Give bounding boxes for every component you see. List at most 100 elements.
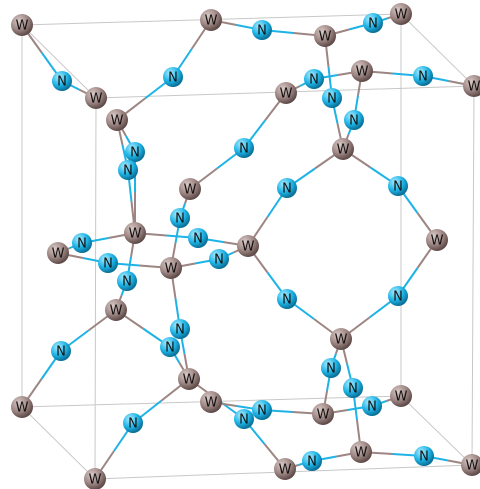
atom-label: N	[393, 290, 403, 305]
atom-label: N	[419, 450, 429, 465]
atom-label: N	[128, 417, 138, 432]
nitrogen-atom	[170, 208, 190, 228]
tungsten-atom	[237, 235, 259, 257]
nitrogen-atom	[52, 71, 72, 91]
nitrogen-atom	[209, 249, 229, 269]
atom-label: N	[309, 73, 319, 88]
tungsten-atom	[275, 82, 297, 104]
nitrogen-atom	[98, 253, 118, 273]
atom-label: N	[168, 71, 178, 86]
nitrogen-atom	[51, 341, 71, 361]
atom-label: W	[165, 262, 178, 277]
atom-label: N	[348, 382, 358, 397]
nitrogen-atom	[188, 228, 208, 248]
atom-label: W	[355, 446, 368, 461]
tungsten-atom	[178, 368, 200, 390]
tungsten-atom	[332, 138, 354, 160]
atom-label: N	[175, 212, 185, 227]
atom-label: N	[165, 341, 175, 356]
atom-label: W	[242, 240, 255, 255]
atom-label: W	[129, 227, 142, 242]
nitrogen-atom	[304, 69, 324, 89]
tungsten-atom	[11, 14, 33, 36]
atom-label: W	[279, 463, 292, 478]
atom-label: N	[239, 142, 249, 157]
nitrogen-atom	[321, 358, 341, 378]
atom-label: W	[337, 143, 350, 158]
tungsten-atom	[312, 403, 334, 425]
atom-label: N	[193, 232, 203, 247]
atom-label: N	[282, 182, 292, 197]
atom-label: N	[307, 455, 317, 470]
atom-label: N	[122, 275, 132, 290]
tungsten-atom	[390, 3, 412, 25]
tungsten-atom	[200, 9, 222, 31]
atom-label: N	[326, 362, 336, 377]
tungsten-atom	[426, 229, 448, 251]
atom-label: N	[57, 75, 67, 90]
nitrogen-atom	[117, 271, 137, 291]
tungsten-atom	[351, 60, 373, 82]
tungsten-atom	[200, 391, 222, 413]
tungsten-atom	[463, 75, 480, 97]
atom-label: N	[349, 114, 359, 129]
nitrogen-atom	[72, 233, 92, 253]
nitrogen-atom	[302, 451, 322, 471]
nitrogen-atom	[363, 13, 383, 33]
atom-label: N	[367, 400, 377, 415]
tungsten-atom	[84, 468, 106, 489]
atom-label: N	[239, 413, 249, 428]
atom-label: W	[52, 247, 65, 262]
atom-label: W	[317, 408, 330, 423]
atom-label: W	[468, 80, 480, 95]
atom-label: N	[368, 17, 378, 32]
tungsten-atom	[124, 222, 146, 244]
atom-label: N	[327, 92, 337, 107]
atom-label: W	[184, 183, 197, 198]
nitrogen-atom	[170, 319, 190, 339]
tungsten-atom	[47, 242, 69, 264]
atom-label: W	[16, 401, 29, 416]
atom-label: W	[466, 459, 479, 474]
nitrogen-atom	[123, 413, 143, 433]
nitrogen-atom	[413, 66, 433, 86]
atom-label: N	[175, 323, 185, 338]
atom-label: N	[393, 180, 403, 195]
nitrogen-atom	[234, 138, 254, 158]
nitrogen-atom	[163, 67, 183, 87]
atom-label: N	[257, 24, 267, 39]
atom-label: N	[56, 345, 66, 360]
nitrogen-atom	[388, 286, 408, 306]
atom-label: W	[205, 14, 218, 29]
atom-label: W	[89, 473, 102, 488]
nitrogen-atom	[322, 88, 342, 108]
atom-label: N	[77, 237, 87, 252]
nitrogen-atom	[277, 178, 297, 198]
atom-label: W	[205, 396, 218, 411]
atom-label: W	[335, 333, 348, 348]
tungsten-atom	[330, 328, 352, 350]
atom-label: N	[123, 164, 133, 179]
atom-label: N	[130, 146, 140, 161]
atom-label: N	[257, 404, 267, 419]
nitrogen-atom	[362, 396, 382, 416]
atom-label: N	[103, 257, 113, 272]
nitrogen-atom	[252, 400, 272, 420]
nitrogen-atom	[388, 176, 408, 196]
nitrogen-atom	[344, 110, 364, 130]
atom-label: W	[16, 19, 29, 34]
nitrogen-atom	[277, 289, 297, 309]
atom-label: W	[90, 92, 103, 107]
nitrogen-atom	[343, 378, 363, 398]
tungsten-atom	[390, 385, 412, 407]
nitrogen-atom	[118, 160, 138, 180]
nitrogen-atom	[125, 142, 145, 162]
atom-label: N	[418, 70, 428, 85]
atom-label: W	[183, 373, 196, 388]
atom-label: N	[282, 293, 292, 308]
tungsten-atom	[314, 25, 336, 47]
atom-label: W	[110, 304, 123, 319]
tungsten-atom	[11, 396, 33, 418]
